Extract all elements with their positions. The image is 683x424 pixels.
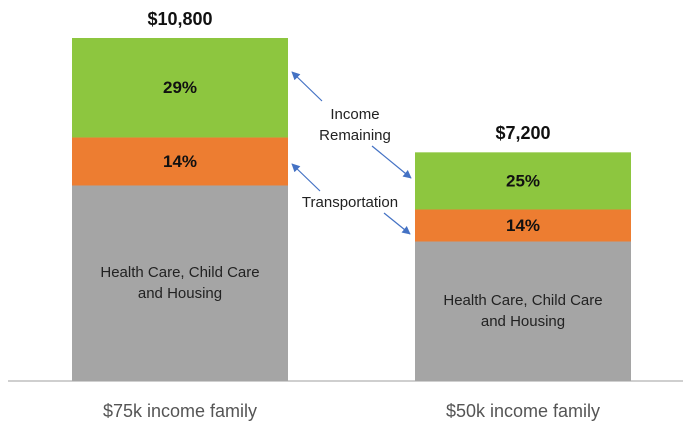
annotation: Income Remaining (319, 106, 391, 144)
arrow (291, 71, 323, 102)
data-label: 25% (506, 171, 540, 190)
bar-segment (72, 38, 288, 138)
x-tick-label: $50k income family (446, 401, 600, 421)
arrow (291, 163, 321, 192)
total-label: $7,200 (495, 123, 550, 143)
bar-segment (415, 152, 631, 210)
total-label: $10,800 (147, 9, 212, 29)
bar-segment (415, 209, 631, 242)
segment-label: Health Care, Child Care and Housing (443, 292, 603, 331)
data-label: 14% (506, 216, 540, 235)
bar-segment (415, 241, 631, 381)
bar-segment (72, 137, 288, 186)
arrow (371, 145, 412, 179)
annotation: Transportation (301, 194, 399, 211)
segment-label: Health Care, Child Care and Housing (100, 264, 260, 303)
data-label: 29% (163, 78, 197, 97)
arrow (383, 212, 411, 235)
data-label: 14% (163, 152, 197, 171)
bar-segment (72, 185, 288, 381)
x-tick-label: $75k income family (103, 401, 257, 421)
